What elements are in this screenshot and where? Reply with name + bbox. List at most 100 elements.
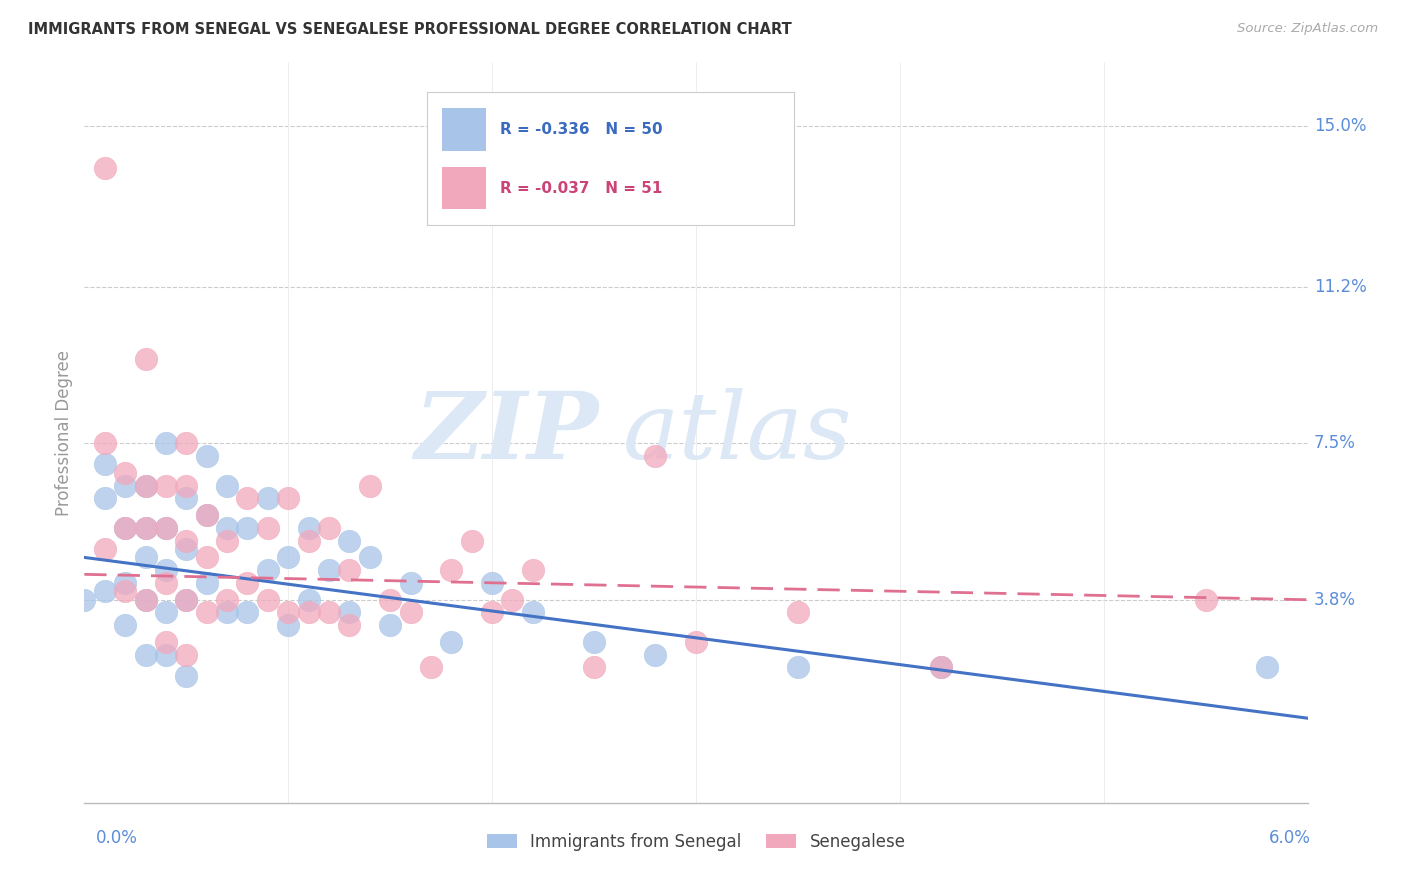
Text: 15.0%: 15.0% <box>1313 117 1367 135</box>
Point <box>583 635 606 649</box>
Point <box>155 648 177 662</box>
Point <box>318 521 340 535</box>
Point <box>440 635 463 649</box>
Point <box>1256 660 1278 674</box>
Point <box>93 541 117 556</box>
Point <box>176 648 198 662</box>
Point <box>195 508 218 522</box>
Point <box>93 436 117 450</box>
Point <box>114 466 136 480</box>
Point <box>1195 592 1218 607</box>
Point <box>929 660 952 674</box>
Point <box>135 478 157 492</box>
Point <box>399 575 422 590</box>
Point <box>114 521 136 535</box>
Point <box>339 606 361 620</box>
Point <box>93 491 117 506</box>
Point <box>236 606 259 620</box>
Point <box>73 592 96 607</box>
Point <box>176 436 198 450</box>
Point <box>522 563 544 577</box>
Point <box>380 618 402 632</box>
Point <box>176 478 198 492</box>
Text: 11.2%: 11.2% <box>1313 277 1367 295</box>
Point <box>93 458 117 472</box>
Point <box>298 592 321 607</box>
Point <box>298 521 321 535</box>
Point <box>583 660 606 674</box>
Point <box>236 491 259 506</box>
Point <box>195 575 218 590</box>
Point <box>277 606 299 620</box>
Point <box>155 521 177 535</box>
Point <box>217 606 239 620</box>
Point <box>135 592 157 607</box>
Point <box>481 575 503 590</box>
Point <box>644 648 666 662</box>
Point <box>318 606 340 620</box>
Point <box>195 606 218 620</box>
Text: 6.0%: 6.0% <box>1268 829 1310 847</box>
Point <box>257 592 280 607</box>
Point <box>257 491 280 506</box>
Point <box>339 533 361 548</box>
Point <box>176 592 198 607</box>
Point <box>135 521 157 535</box>
Point <box>135 550 157 565</box>
Point <box>339 563 361 577</box>
Text: 0.0%: 0.0% <box>96 829 138 847</box>
Point <box>93 584 117 599</box>
Legend: Immigrants from Senegal, Senegalese: Immigrants from Senegal, Senegalese <box>479 826 912 857</box>
Point <box>135 648 157 662</box>
Point <box>277 618 299 632</box>
Point <box>155 575 177 590</box>
Point <box>176 491 198 506</box>
Point <box>217 533 239 548</box>
Point <box>176 541 198 556</box>
Point <box>461 533 484 548</box>
Point <box>359 550 381 565</box>
Point <box>114 575 136 590</box>
Point <box>787 606 810 620</box>
Point <box>236 575 259 590</box>
Point <box>440 563 463 577</box>
Point <box>359 478 381 492</box>
Point <box>644 449 666 463</box>
Point <box>155 635 177 649</box>
Point <box>257 521 280 535</box>
Point <box>155 436 177 450</box>
Point <box>176 592 198 607</box>
Point <box>217 592 239 607</box>
Point <box>114 478 136 492</box>
Point <box>298 606 321 620</box>
Point <box>481 606 503 620</box>
Point <box>420 660 443 674</box>
Point <box>339 618 361 632</box>
Point <box>114 618 136 632</box>
Point <box>277 550 299 565</box>
Point <box>217 478 239 492</box>
Point <box>399 606 422 620</box>
Point <box>277 491 299 506</box>
Point <box>298 533 321 548</box>
Point <box>135 521 157 535</box>
Point <box>176 533 198 548</box>
Point <box>135 478 157 492</box>
Point <box>787 660 810 674</box>
Point <box>155 521 177 535</box>
Point <box>114 521 136 535</box>
Text: IMMIGRANTS FROM SENEGAL VS SENEGALESE PROFESSIONAL DEGREE CORRELATION CHART: IMMIGRANTS FROM SENEGAL VS SENEGALESE PR… <box>28 22 792 37</box>
Point <box>195 449 218 463</box>
Point <box>236 521 259 535</box>
Point <box>155 606 177 620</box>
Point <box>135 592 157 607</box>
Point <box>176 669 198 683</box>
Point <box>502 592 524 607</box>
Point <box>929 660 952 674</box>
Point <box>195 508 218 522</box>
Point <box>318 563 340 577</box>
Point <box>217 521 239 535</box>
Text: 7.5%: 7.5% <box>1313 434 1355 452</box>
Text: Source: ZipAtlas.com: Source: ZipAtlas.com <box>1237 22 1378 36</box>
Point <box>257 563 280 577</box>
